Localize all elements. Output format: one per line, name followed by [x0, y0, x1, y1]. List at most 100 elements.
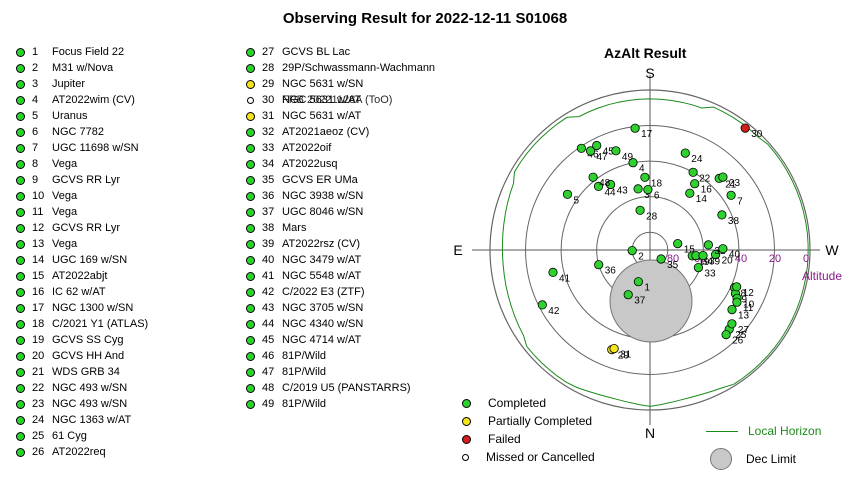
- target-list-item: 18 C/2021 Y1 (ATLAS): [16, 316, 148, 332]
- target-list-item: 4 AT2022wim (CV): [16, 92, 148, 108]
- target-point-marker: [740, 123, 750, 133]
- target-point-label: 18: [651, 178, 663, 189]
- target-name: Focus Field 22: [52, 46, 125, 58]
- target-name: GCVS SS Cyg: [52, 334, 124, 346]
- target-name: NGC 3479 w/AT: [282, 254, 362, 266]
- target-list-item: 35 GCVS ER UMa: [246, 172, 435, 188]
- target-list-item: 17 NGC 1300 w/SN: [16, 300, 148, 316]
- target-name: AT2022wim (CV): [52, 94, 135, 106]
- horizon-line-icon: [706, 430, 738, 432]
- target-number: 34: [262, 158, 275, 170]
- target-list-item: 1 Focus Field 22: [16, 44, 148, 60]
- legend-completed: Completed: [458, 394, 595, 412]
- target-list-item: 33 AT2022oif: [246, 140, 435, 156]
- target-point-label: 8: [741, 289, 747, 300]
- status-dot-icon: [16, 319, 25, 329]
- target-number: 11: [32, 206, 44, 218]
- target-point-label: 19: [698, 257, 710, 268]
- target-point-label: 42: [548, 306, 560, 317]
- target-number: 26: [32, 446, 45, 458]
- status-dot-icon: [246, 319, 255, 329]
- status-dot-icon: [16, 335, 25, 345]
- target-name: NGC 1300 w/SN: [52, 302, 134, 314]
- target-number: 38: [262, 222, 275, 234]
- legend-dec-limit: Dec Limit: [706, 448, 821, 470]
- target-list-item: 44 NGC 4340 w/SN: [246, 316, 435, 332]
- target-point-marker: [643, 185, 653, 195]
- target-list-item: 23 NGC 493 w/SN: [16, 396, 148, 412]
- target-point-label: 43: [617, 186, 629, 197]
- target-point-marker: [718, 244, 728, 254]
- target-list-item: 49 81P/Wild: [246, 396, 435, 412]
- target-name: NGC 7782: [52, 126, 104, 138]
- target-list-item: 15 AT2022abjt: [16, 268, 148, 284]
- target-point-label: 29: [618, 351, 630, 362]
- target-name: NGC 5631 w/SN: [282, 78, 364, 90]
- target-name: IC 62 w/AT: [52, 286, 106, 298]
- target-list-item: 48 C/2019 U5 (PANSTARRS): [246, 380, 435, 396]
- target-point-marker: [656, 254, 666, 264]
- status-dot-icon: [16, 271, 25, 281]
- status-dot-icon: [16, 79, 25, 89]
- target-point-marker: [537, 300, 547, 310]
- target-list-item: 24 NGC 1363 w/AT: [16, 412, 148, 428]
- target-point-marker: [633, 277, 644, 287]
- target-name: C/2019 U5 (PANSTARRS): [282, 382, 411, 394]
- target-point-marker: [690, 179, 700, 189]
- target-number: 16: [32, 286, 45, 298]
- target-list-item: 28 29P/Schwassmann-Wachmann: [246, 60, 435, 76]
- target-point-marker: [688, 167, 698, 177]
- target-list-item: 27 GCVS BL Lac: [246, 44, 435, 60]
- target-point-marker: [721, 329, 731, 340]
- target-name: AT2022rsz (CV): [282, 238, 361, 250]
- status-dot-icon: [246, 255, 255, 265]
- partial-marker-icon: [462, 416, 471, 426]
- altitude-tick-label: 40: [735, 253, 747, 265]
- target-point-marker: [630, 123, 640, 133]
- target-number: 48: [262, 382, 275, 394]
- target-name: C/2021 Y1 (ATLAS): [52, 318, 149, 330]
- target-number: 4: [32, 94, 39, 106]
- target-name: AT2021aeoz (CV): [282, 126, 370, 138]
- target-name: NGC 3938 w/SN: [282, 190, 364, 202]
- altitude-tick-label: 0: [803, 253, 809, 265]
- status-dot-icon: [246, 335, 255, 345]
- target-name-primary: NGC 5631 w/AT: [282, 94, 362, 106]
- status-dot-icon: [16, 239, 25, 249]
- target-point-label: 49: [622, 152, 634, 163]
- status-dot-icon: [246, 239, 255, 249]
- target-point-marker: [585, 146, 596, 156]
- compass-south-label: S: [645, 65, 654, 81]
- target-point-label: 46: [587, 149, 599, 160]
- target-name: NGC 5631 w/AT: [282, 110, 362, 122]
- target-name: Uranus: [52, 110, 88, 122]
- status-dot-icon: [16, 303, 25, 313]
- target-number: 31: [262, 110, 275, 122]
- altitude-ring: [525, 125, 775, 375]
- target-point-marker: [548, 267, 558, 277]
- target-point-label: 14: [696, 194, 708, 205]
- target-point-label: 26: [732, 336, 744, 347]
- status-dot-icon: [246, 271, 255, 281]
- target-point-label: 41: [559, 273, 571, 284]
- status-dot-icon: [16, 223, 25, 233]
- compass-east-label: E: [453, 242, 462, 258]
- target-point-marker: [698, 251, 708, 261]
- status-dot-icon: [246, 303, 255, 313]
- target-name: 81P/Wild: [282, 350, 327, 362]
- target-list-item: 13 Vega: [16, 236, 148, 252]
- target-point-label: 15: [684, 245, 696, 256]
- target-list-item: 16 IC 62 w/AT: [16, 284, 148, 300]
- target-list-col2: 27 GCVS BL Lac 28 29P/Schwassmann-Wachmann 2…: [246, 44, 435, 412]
- target-number: 32: [262, 126, 275, 138]
- target-point-marker: [592, 140, 602, 151]
- status-dot-icon: [16, 383, 25, 393]
- local-horizon-line: [501, 98, 809, 407]
- status-dot-icon: [246, 143, 255, 153]
- target-list-item: 19 GCVS SS Cyg: [16, 332, 148, 348]
- legend-local-horizon: Local Horizon: [706, 422, 821, 440]
- target-point-label: 6: [654, 191, 660, 202]
- target-point-label: 36: [605, 266, 617, 277]
- target-number: 35: [262, 174, 275, 186]
- target-name: M31 w/Nova: [52, 62, 114, 74]
